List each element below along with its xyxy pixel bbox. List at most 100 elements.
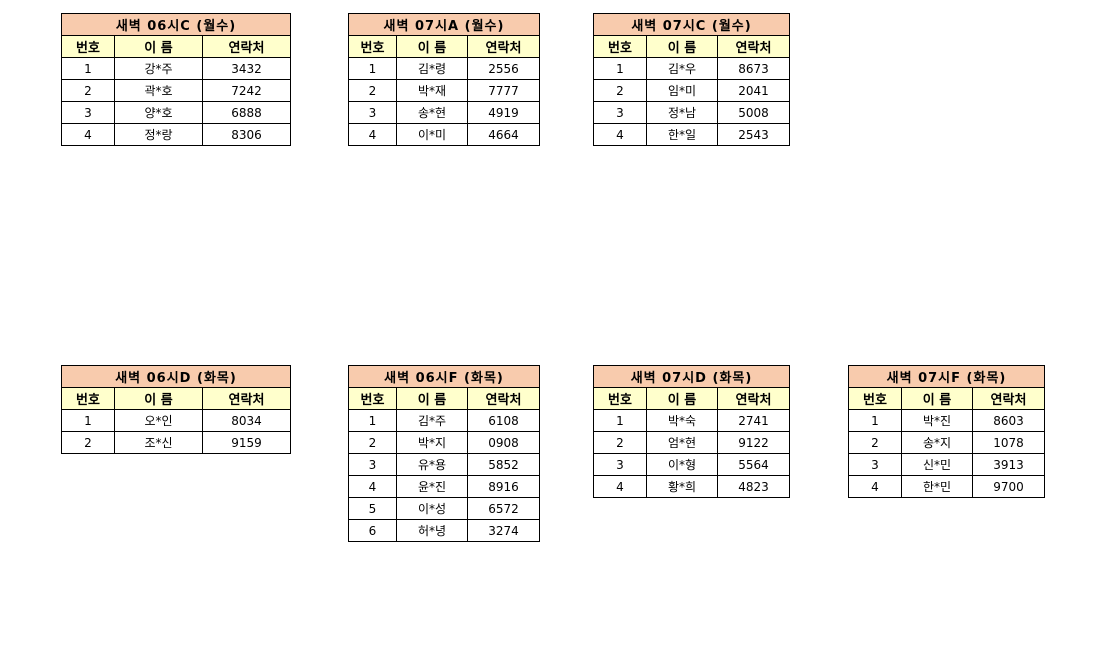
cell-contact[interactable]: 6888 xyxy=(202,101,291,124)
cell-name[interactable]: 박*재 xyxy=(396,79,468,102)
cell-name[interactable]: 강*주 xyxy=(114,57,203,80)
table-title[interactable]: 새벽 06시F (화목) xyxy=(348,365,540,388)
cell-no[interactable]: 6 xyxy=(348,519,397,542)
header-contact[interactable]: 연락처 xyxy=(202,35,291,58)
cell-no[interactable]: 3 xyxy=(593,453,647,476)
cell-name[interactable]: 정*남 xyxy=(646,101,718,124)
cell-name[interactable]: 윤*진 xyxy=(396,475,468,498)
cell-contact[interactable]: 8306 xyxy=(202,123,291,146)
cell-contact[interactable]: 3432 xyxy=(202,57,291,80)
cell-contact[interactable]: 3274 xyxy=(467,519,540,542)
cell-name[interactable]: 이*성 xyxy=(396,497,468,520)
header-contact[interactable]: 연락처 xyxy=(467,35,540,58)
cell-no[interactable]: 2 xyxy=(61,431,115,454)
header-name[interactable]: 이 름 xyxy=(396,35,468,58)
cell-no[interactable]: 2 xyxy=(848,431,902,454)
header-no[interactable]: 번호 xyxy=(61,387,115,410)
cell-no[interactable]: 3 xyxy=(348,453,397,476)
cell-name[interactable]: 황*희 xyxy=(646,475,718,498)
cell-contact[interactable]: 9122 xyxy=(717,431,790,454)
cell-no[interactable]: 3 xyxy=(348,101,397,124)
cell-no[interactable]: 4 xyxy=(348,475,397,498)
cell-name[interactable]: 엄*현 xyxy=(646,431,718,454)
cell-name[interactable]: 한*민 xyxy=(901,475,973,498)
header-name[interactable]: 이 름 xyxy=(396,387,468,410)
cell-contact[interactable]: 2741 xyxy=(717,409,790,432)
cell-contact[interactable]: 8916 xyxy=(467,475,540,498)
cell-no[interactable]: 4 xyxy=(61,123,115,146)
cell-contact[interactable]: 9159 xyxy=(202,431,291,454)
cell-no[interactable]: 1 xyxy=(61,409,115,432)
cell-no[interactable]: 1 xyxy=(848,409,902,432)
cell-no[interactable]: 2 xyxy=(348,431,397,454)
cell-name[interactable]: 조*신 xyxy=(114,431,203,454)
cell-name[interactable]: 양*호 xyxy=(114,101,203,124)
header-contact[interactable]: 연락처 xyxy=(202,387,291,410)
cell-contact[interactable]: 5852 xyxy=(467,453,540,476)
cell-contact[interactable]: 4919 xyxy=(467,101,540,124)
cell-name[interactable]: 송*지 xyxy=(901,431,973,454)
cell-name[interactable]: 박*진 xyxy=(901,409,973,432)
cell-contact[interactable]: 6572 xyxy=(467,497,540,520)
cell-name[interactable]: 신*민 xyxy=(901,453,973,476)
cell-no[interactable]: 1 xyxy=(61,57,115,80)
header-name[interactable]: 이 름 xyxy=(901,387,973,410)
table-title[interactable]: 새벽 06시C (월수) xyxy=(61,13,291,36)
cell-contact[interactable]: 2041 xyxy=(717,79,790,102)
cell-no[interactable]: 3 xyxy=(593,101,647,124)
header-contact[interactable]: 연락처 xyxy=(717,35,790,58)
header-name[interactable]: 이 름 xyxy=(646,35,718,58)
header-no[interactable]: 번호 xyxy=(348,35,397,58)
cell-contact[interactable]: 4664 xyxy=(467,123,540,146)
table-title[interactable]: 새벽 07시A (월수) xyxy=(348,13,540,36)
header-name[interactable]: 이 름 xyxy=(114,35,203,58)
cell-no[interactable]: 1 xyxy=(348,409,397,432)
cell-contact[interactable]: 7242 xyxy=(202,79,291,102)
table-title[interactable]: 새벽 07시D (화목) xyxy=(593,365,790,388)
table-title[interactable]: 새벽 06시D (화목) xyxy=(61,365,291,388)
header-name[interactable]: 이 름 xyxy=(114,387,203,410)
cell-contact[interactable]: 9700 xyxy=(972,475,1045,498)
cell-contact[interactable]: 4823 xyxy=(717,475,790,498)
cell-name[interactable]: 정*랑 xyxy=(114,123,203,146)
cell-contact[interactable]: 6108 xyxy=(467,409,540,432)
table-title[interactable]: 새벽 07시C (월수) xyxy=(593,13,790,36)
cell-no[interactable]: 5 xyxy=(348,497,397,520)
cell-contact[interactable]: 2556 xyxy=(467,57,540,80)
cell-name[interactable]: 허*녕 xyxy=(396,519,468,542)
header-no[interactable]: 번호 xyxy=(348,387,397,410)
cell-no[interactable]: 2 xyxy=(61,79,115,102)
cell-contact[interactable]: 1078 xyxy=(972,431,1045,454)
cell-name[interactable]: 이*형 xyxy=(646,453,718,476)
cell-name[interactable]: 오*인 xyxy=(114,409,203,432)
cell-name[interactable]: 김*령 xyxy=(396,57,468,80)
cell-no[interactable]: 3 xyxy=(61,101,115,124)
cell-name[interactable]: 송*현 xyxy=(396,101,468,124)
cell-contact[interactable]: 8603 xyxy=(972,409,1045,432)
cell-contact[interactable]: 5008 xyxy=(717,101,790,124)
cell-no[interactable]: 1 xyxy=(593,409,647,432)
header-no[interactable]: 번호 xyxy=(593,387,647,410)
cell-no[interactable]: 4 xyxy=(593,475,647,498)
cell-name[interactable]: 곽*호 xyxy=(114,79,203,102)
cell-name[interactable]: 김*우 xyxy=(646,57,718,80)
cell-no[interactable]: 1 xyxy=(348,57,397,80)
cell-no[interactable]: 3 xyxy=(848,453,902,476)
cell-name[interactable]: 임*미 xyxy=(646,79,718,102)
cell-name[interactable]: 유*용 xyxy=(396,453,468,476)
cell-contact[interactable]: 5564 xyxy=(717,453,790,476)
header-contact[interactable]: 연락처 xyxy=(467,387,540,410)
cell-no[interactable]: 2 xyxy=(348,79,397,102)
cell-contact[interactable]: 8673 xyxy=(717,57,790,80)
cell-no[interactable]: 2 xyxy=(593,79,647,102)
cell-contact[interactable]: 8034 xyxy=(202,409,291,432)
header-no[interactable]: 번호 xyxy=(593,35,647,58)
cell-no[interactable]: 1 xyxy=(593,57,647,80)
cell-no[interactable]: 4 xyxy=(593,123,647,146)
cell-name[interactable]: 이*미 xyxy=(396,123,468,146)
table-title[interactable]: 새벽 07시F (화목) xyxy=(848,365,1045,388)
cell-no[interactable]: 4 xyxy=(348,123,397,146)
header-contact[interactable]: 연락처 xyxy=(717,387,790,410)
header-no[interactable]: 번호 xyxy=(848,387,902,410)
cell-name[interactable]: 박*숙 xyxy=(646,409,718,432)
